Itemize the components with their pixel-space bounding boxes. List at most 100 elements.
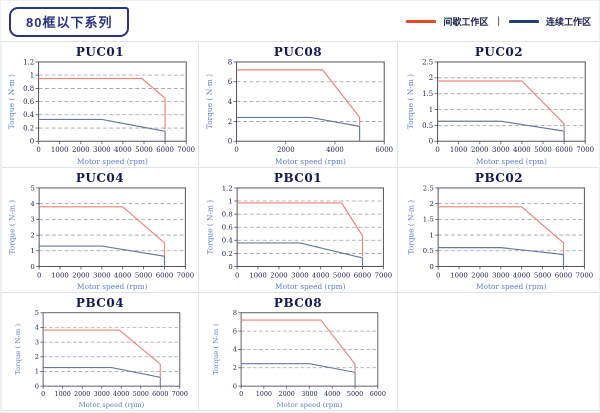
svg-text:1.2: 1.2 (23, 59, 34, 66)
chart-plot: 0 0.5 1 1.5 2 2.5 0 1000 2000 3000 4000 5000 6000 700… (407, 185, 594, 291)
svg-text:4000: 4000 (312, 271, 329, 279)
svg-text:3000: 3000 (94, 390, 110, 398)
chart-title: PBC01 (273, 171, 323, 185)
svg-text:2000: 2000 (277, 146, 295, 154)
svg-text:0.8: 0.8 (23, 85, 34, 93)
svg-text:0.6: 0.6 (23, 98, 34, 106)
charts-grid: PUC01 0 0.2 0.4 0.6 0.8 1 1.2 0 1000 2000 3000 4000 5… (1, 41, 599, 411)
svg-text:2.5: 2.5 (423, 185, 434, 192)
svg-text:1.5: 1.5 (422, 90, 433, 98)
svg-text:6: 6 (233, 327, 237, 335)
svg-text:0: 0 (239, 390, 243, 398)
svg-text:5000: 5000 (135, 146, 153, 154)
svg-text:Torque ( N-m ): Torque ( N-m ) (407, 200, 416, 255)
svg-text:Torque ( N-m ): Torque ( N-m ) (8, 200, 17, 255)
svg-text:Motor speed (rpm): Motor speed (rpm) (275, 282, 346, 291)
svg-text:5: 5 (30, 185, 34, 192)
svg-text:2: 2 (30, 231, 34, 239)
svg-text:1.2: 1.2 (222, 185, 233, 192)
svg-text:3000: 3000 (301, 390, 317, 398)
svg-text:3000: 3000 (93, 271, 110, 279)
svg-text:0: 0 (36, 146, 40, 154)
svg-text:1: 1 (30, 247, 34, 255)
svg-text:2.5: 2.5 (422, 59, 433, 66)
svg-text:6000: 6000 (156, 146, 174, 154)
legend-separator: | (497, 15, 500, 27)
svg-text:2000: 2000 (72, 271, 89, 279)
svg-text:1: 1 (35, 368, 39, 376)
svg-text:7000: 7000 (576, 271, 593, 279)
svg-text:0.5: 0.5 (422, 122, 433, 130)
svg-text:0: 0 (429, 138, 433, 146)
svg-text:1000: 1000 (450, 146, 468, 154)
svg-text:0: 0 (235, 271, 239, 279)
header-bar: 80框以下系列 间歇工作区 | 连续工作区 (1, 1, 599, 41)
svg-text:5000: 5000 (333, 271, 350, 279)
svg-text:4000: 4000 (113, 390, 129, 398)
svg-text:2: 2 (228, 118, 232, 126)
chart-plot: 00.20.40.60.811.20 1000 2000 3000 4000 5000 60… (206, 185, 393, 291)
chart-title: PUC08 (273, 45, 323, 59)
svg-text:0: 0 (228, 263, 232, 271)
chart-panel-pbc01: PBC01 0 0.2 0.4 0.6 0.8 1 1.2 0 1000 2000 3000 4000 5… (199, 168, 398, 293)
svg-text:6000: 6000 (152, 390, 168, 398)
svg-text:5000: 5000 (534, 271, 551, 279)
svg-text:0: 0 (35, 382, 39, 390)
svg-text:1000: 1000 (51, 146, 69, 154)
svg-text:0: 0 (429, 263, 433, 271)
svg-text:5000: 5000 (133, 390, 149, 398)
svg-text:1: 1 (228, 197, 232, 205)
svg-text:7000: 7000 (576, 146, 594, 154)
svg-text:3000: 3000 (291, 271, 308, 279)
svg-text:3: 3 (35, 338, 39, 346)
svg-text:0: 0 (228, 138, 232, 146)
svg-text:0.6: 0.6 (222, 224, 233, 232)
svg-text:7000: 7000 (177, 146, 195, 154)
svg-text:Motor speed (rpm): Motor speed (rpm) (275, 157, 346, 166)
svg-text:1000: 1000 (256, 390, 272, 398)
chart-plot: 0 2 4 6 8 0 1000 2000 3000 4000 5000 6000 Motor spee… (212, 310, 386, 409)
svg-text:Motor speed (rpm): Motor speed (rpm) (277, 401, 343, 409)
svg-text:0.4: 0.4 (222, 237, 234, 245)
svg-text:2000: 2000 (74, 390, 90, 398)
chart-panel-puc02: PUC02 0 0.5 1 1.5 2 2.5 0 1000 2000 3000 4000 5000 60… (398, 42, 599, 168)
chart-title: PBC04 (75, 296, 125, 310)
svg-text:3000: 3000 (492, 271, 509, 279)
svg-text:4000: 4000 (326, 146, 344, 154)
empty-cell (398, 293, 599, 411)
svg-text:Motor speed (rpm): Motor speed (rpm) (79, 401, 145, 409)
svg-text:4: 4 (233, 346, 237, 354)
svg-text:4: 4 (228, 98, 233, 106)
svg-text:5000: 5000 (135, 271, 152, 279)
svg-text:6000: 6000 (354, 271, 371, 279)
svg-text:Torque ( N-m ): Torque ( N-m ) (205, 74, 214, 129)
svg-text:6000: 6000 (555, 271, 572, 279)
chart-title: PBC08 (273, 296, 323, 310)
chart-plot: 0 2 4 6 8 0 2000 4000 6000 Motor speed (rpm) Torqu… (205, 59, 393, 166)
legend: 间歇工作区 | 连续工作区 (406, 15, 595, 28)
chart-title: PUC02 (474, 45, 524, 59)
svg-text:1: 1 (429, 106, 433, 114)
svg-text:6000: 6000 (370, 390, 386, 398)
chart-panel-pbc08: PBC08 0 2 4 6 8 0 1000 2000 3000 4000 5000 6000 Motor… (199, 293, 398, 411)
svg-text:8: 8 (228, 59, 232, 66)
svg-text:Motor speed (rpm): Motor speed (rpm) (476, 282, 547, 291)
svg-text:6: 6 (228, 78, 232, 86)
svg-text:4000: 4000 (114, 146, 132, 154)
svg-text:0.2: 0.2 (23, 124, 34, 132)
svg-text:6000: 6000 (156, 271, 173, 279)
svg-text:2: 2 (429, 74, 433, 82)
chart-panel-puc04: PUC04 0 1 2 3 4 5 0 1000 2000 3000 4000 5000 6000 7000… (2, 168, 199, 293)
svg-text:3: 3 (30, 216, 34, 224)
chart-title: PUC04 (75, 171, 125, 185)
svg-text:0: 0 (30, 138, 34, 146)
svg-text:2000: 2000 (72, 146, 90, 154)
svg-text:5000: 5000 (534, 146, 552, 154)
svg-text:2: 2 (429, 200, 433, 208)
svg-text:0: 0 (233, 382, 237, 390)
legend-intermittent-label: 间歇工作区 (443, 16, 489, 27)
chart-plot: 00.20.40.60.811.20 1000 2000 3000 4000 5000 60… (7, 59, 195, 166)
svg-text:3000: 3000 (492, 146, 510, 154)
svg-text:2: 2 (35, 353, 39, 361)
